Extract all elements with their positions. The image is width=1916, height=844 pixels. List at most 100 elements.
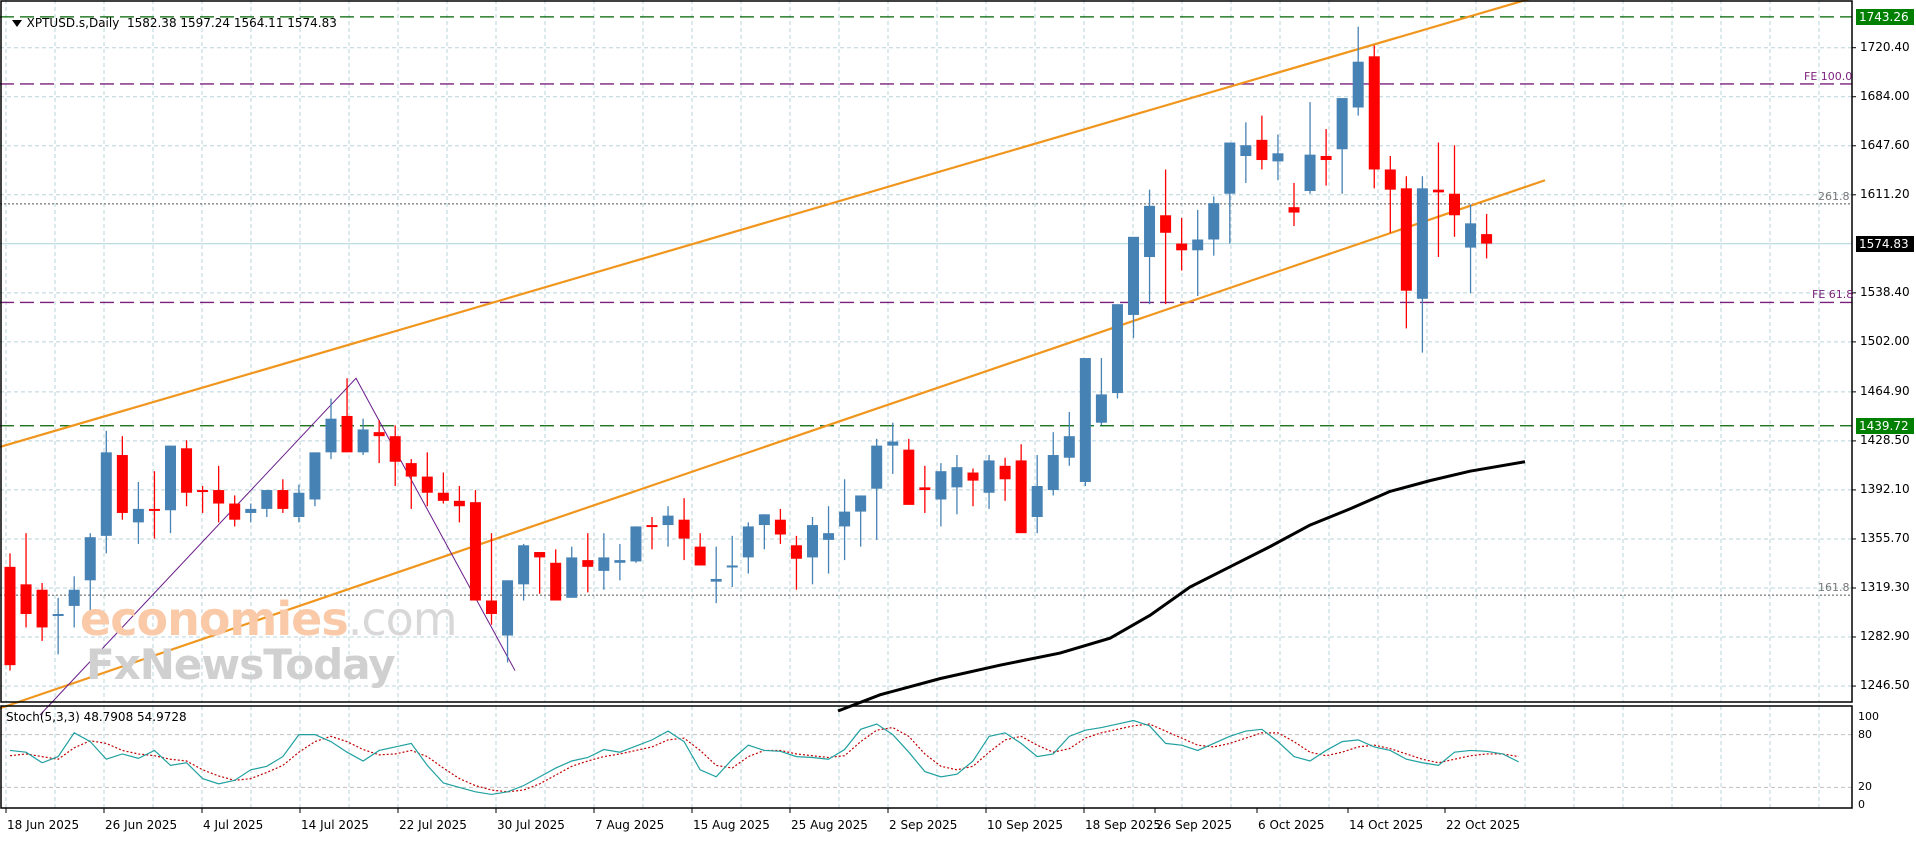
candle-body[interactable] <box>213 490 225 504</box>
candle-body[interactable] <box>421 476 433 493</box>
candle-body[interactable] <box>132 508 144 523</box>
candle-body[interactable] <box>1320 155 1332 161</box>
candle-body[interactable] <box>68 589 80 606</box>
candle-body[interactable] <box>1063 436 1075 458</box>
candle-body[interactable] <box>389 436 401 462</box>
candle-body[interactable] <box>935 471 947 500</box>
candle-body[interactable] <box>36 589 48 628</box>
candle-body[interactable] <box>1481 234 1493 244</box>
candle-body[interactable] <box>1368 56 1380 170</box>
candle-body[interactable] <box>598 557 610 571</box>
candle-body[interactable] <box>357 429 369 453</box>
candle-body[interactable] <box>197 490 209 493</box>
candle-body[interactable] <box>1160 215 1172 233</box>
candle-body[interactable] <box>502 580 514 636</box>
candle-body[interactable] <box>694 546 706 566</box>
candle-body[interactable] <box>84 537 96 581</box>
candle-body[interactable] <box>325 418 337 453</box>
candle-body[interactable] <box>1465 223 1477 248</box>
candle-body[interactable] <box>181 448 193 493</box>
candle-body[interactable] <box>1449 193 1460 216</box>
candle-body[interactable] <box>293 492 305 517</box>
candle-body[interactable] <box>1384 169 1396 190</box>
candle-body[interactable] <box>887 441 899 446</box>
candle-body[interactable] <box>534 552 546 558</box>
candle-body[interactable] <box>758 514 770 526</box>
candle-body[interactable] <box>1144 205 1156 258</box>
candle-body[interactable] <box>566 557 578 598</box>
candle-body[interactable] <box>309 452 321 500</box>
candle-body[interactable] <box>1336 98 1348 150</box>
candle-body[interactable] <box>710 578 722 582</box>
candle-body[interactable] <box>1272 153 1284 162</box>
candle-body[interactable] <box>373 432 385 437</box>
candle-body[interactable] <box>100 452 112 536</box>
candle-body[interactable] <box>871 445 883 489</box>
candle-body[interactable] <box>742 526 754 558</box>
candle-body[interactable] <box>245 508 257 513</box>
candle-body[interactable] <box>277 490 289 509</box>
candle-body[interactable] <box>774 519 786 535</box>
candle-body[interactable] <box>52 613 64 616</box>
candle-body[interactable] <box>855 495 867 512</box>
candle-body[interactable] <box>1095 394 1107 423</box>
candle-body[interactable] <box>20 584 32 614</box>
candle-body[interactable] <box>550 562 562 601</box>
candle-body[interactable] <box>614 560 626 563</box>
candle-body[interactable] <box>646 525 658 528</box>
candle-body[interactable] <box>486 600 497 614</box>
candle-body[interactable] <box>518 545 530 585</box>
candle-body[interactable] <box>1256 139 1268 161</box>
candle-body[interactable] <box>148 508 160 511</box>
candle-body[interactable] <box>1400 188 1412 291</box>
candle-body[interactable] <box>1352 61 1364 108</box>
candle-body[interactable] <box>839 511 851 527</box>
candle-body[interactable] <box>726 565 738 568</box>
candle-body[interactable] <box>790 545 802 559</box>
fibo-expansion-zigzag[interactable] <box>39 377 516 716</box>
candle-body[interactable] <box>678 519 690 539</box>
dropdown-triangle-icon[interactable] <box>11 20 22 27</box>
candle-body[interactable] <box>919 487 931 491</box>
channel-upper-line[interactable] <box>0 0 1545 449</box>
candle-body[interactable] <box>1047 455 1059 491</box>
candle-body[interactable] <box>1240 145 1252 156</box>
candle-body[interactable] <box>341 415 353 453</box>
candle-body[interactable] <box>951 467 963 488</box>
channel-lower-line[interactable] <box>0 179 1546 710</box>
candle-body[interactable] <box>582 560 594 567</box>
candle-body[interactable] <box>469 502 481 601</box>
candle-body[interactable] <box>116 455 128 513</box>
candle-body[interactable] <box>405 463 417 477</box>
candle-body[interactable] <box>437 492 449 501</box>
candle-body[interactable] <box>1208 203 1220 240</box>
candle-body[interactable] <box>229 503 241 520</box>
candle-body[interactable] <box>807 525 818 558</box>
candle-body[interactable] <box>999 465 1011 480</box>
candle-body[interactable] <box>1176 243 1188 251</box>
candle-body[interactable] <box>630 526 642 562</box>
candle-body[interactable] <box>823 533 835 540</box>
candle-body[interactable] <box>1304 154 1316 192</box>
candle-body[interactable] <box>1192 239 1204 251</box>
candle-body[interactable] <box>662 515 674 526</box>
candle-body[interactable] <box>1031 486 1043 517</box>
candle-body[interactable] <box>903 449 915 505</box>
candle-body[interactable] <box>967 472 979 481</box>
candle-body[interactable] <box>1432 189 1444 193</box>
symbol-header[interactable]: XPTUSD.s,Daily 1582.38 1597.24 1564.11 1… <box>4 2 337 30</box>
candle-body[interactable] <box>1224 142 1236 194</box>
candle-body[interactable] <box>1079 358 1091 482</box>
candle-body[interactable] <box>983 460 995 493</box>
candle-body[interactable] <box>4 566 16 666</box>
candle-body[interactable] <box>261 490 273 509</box>
candle-body[interactable] <box>1416 188 1428 299</box>
candle-body[interactable] <box>1111 304 1123 394</box>
candle-body[interactable] <box>1015 460 1027 534</box>
candle-body[interactable] <box>165 445 176 511</box>
candle-body[interactable] <box>1288 207 1300 213</box>
candle-body[interactable] <box>1128 236 1139 315</box>
candle-body[interactable] <box>453 500 465 507</box>
